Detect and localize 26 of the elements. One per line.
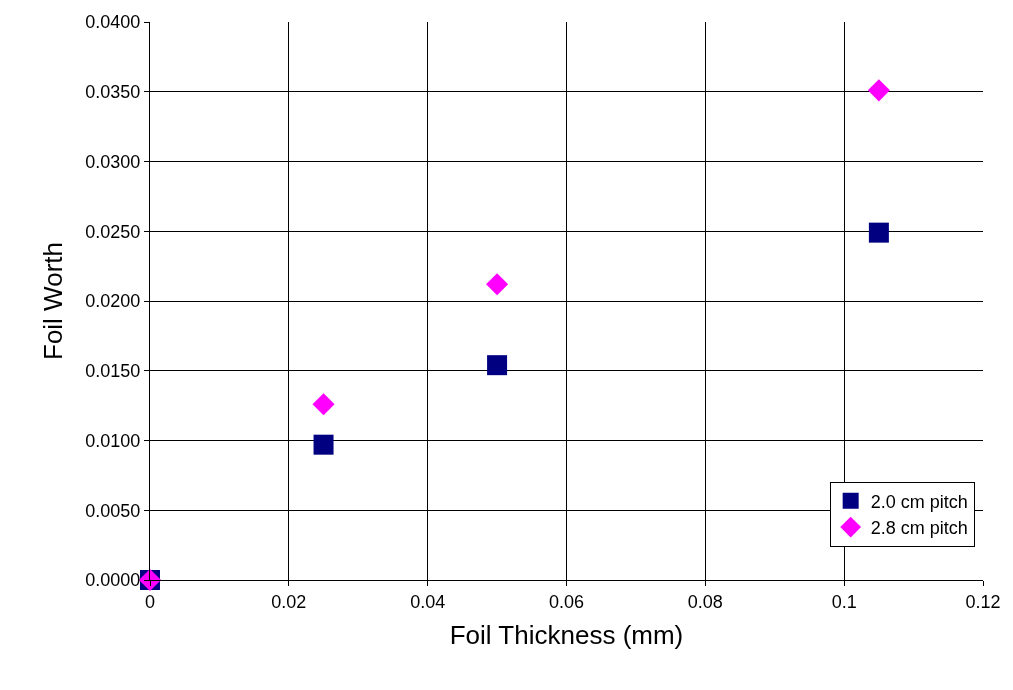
- x-tick-label: 0: [144, 591, 156, 612]
- point: [312, 393, 335, 416]
- y-axis-title: Foil Worth: [37, 242, 68, 360]
- point: [867, 79, 890, 102]
- point: [487, 355, 508, 376]
- y-tick-label: 0.0300: [85, 151, 141, 172]
- legend-label: 2.0 cm pitch: [870, 491, 968, 512]
- y-tick-label: 0.0400: [85, 12, 141, 33]
- y-tick-label: 0.0000: [85, 570, 141, 591]
- x-tick-label: 0.02: [271, 591, 307, 612]
- y-tick-label: 0.0250: [85, 221, 141, 242]
- x-tick-label: 0.04: [410, 591, 446, 612]
- x-tick-label: 0.08: [687, 591, 723, 612]
- point: [486, 273, 509, 296]
- x-tick-label: 0.12: [965, 591, 1001, 612]
- y-tick-label: 0.0150: [85, 361, 141, 382]
- x-tick-label: 0.1: [831, 591, 857, 612]
- y-tick-label: 0.0050: [85, 500, 141, 521]
- x-axis-title: Foil Thickness (mm): [449, 620, 684, 651]
- legend-label: 2.8 cm pitch: [870, 518, 968, 539]
- y-tick-label: 0.0100: [85, 430, 141, 451]
- y-tick-label: 0.0200: [85, 291, 141, 312]
- x-tick-label: 0.06: [548, 591, 585, 612]
- point: [868, 222, 889, 243]
- point: [313, 434, 334, 455]
- y-tick-label: 0.0350: [85, 82, 141, 103]
